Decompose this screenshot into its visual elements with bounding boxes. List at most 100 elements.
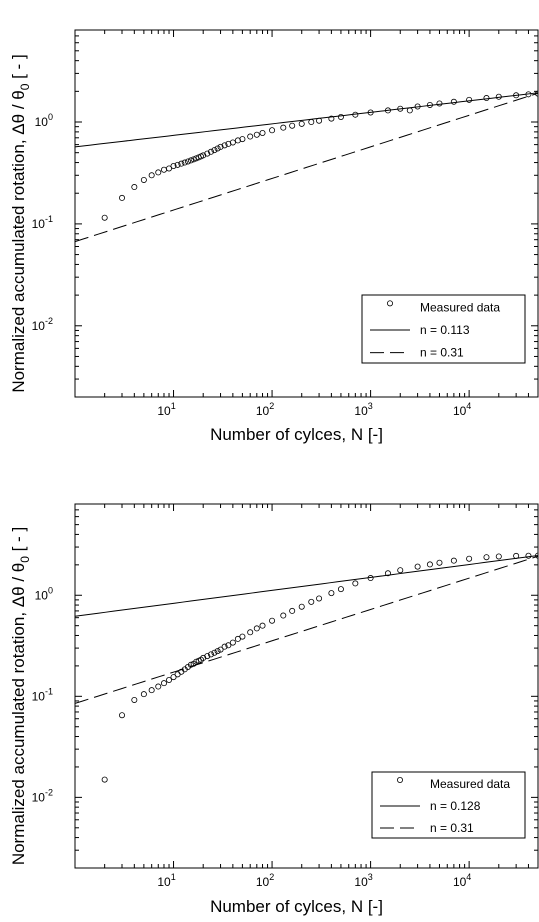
x-axis-label: Number of cylces, N [-]: [210, 897, 383, 916]
data-point: [352, 580, 359, 587]
data-point: [316, 595, 323, 602]
data-point: [217, 143, 224, 150]
y-tick-label: 10-1: [32, 214, 53, 231]
data-point: [436, 100, 443, 107]
fit-line-dashed: [75, 555, 538, 704]
data-point: [211, 649, 218, 656]
data-point: [308, 598, 315, 605]
data-point: [160, 166, 167, 173]
axis-ticks: [74, 29, 539, 398]
y-tick-label: 100: [35, 112, 53, 129]
data-point: [247, 133, 254, 140]
legend-label: n = 0.113: [420, 323, 470, 337]
data-point: [221, 643, 228, 650]
legend-label: n = 0.31: [420, 346, 464, 360]
data-point: [160, 680, 167, 687]
y-axis-label: Normalized accumulated rotation, Δθ / θ0…: [9, 54, 32, 392]
y-tick-label: 10-2: [32, 787, 53, 804]
data-point: [184, 158, 191, 165]
data-point: [466, 96, 473, 103]
data-point: [229, 639, 236, 646]
data-point: [119, 712, 126, 719]
data-point: [483, 95, 490, 102]
data-point: [200, 654, 207, 661]
data-point: [207, 148, 214, 155]
data-point: [225, 642, 232, 649]
fit-line-solid: [75, 92, 538, 148]
data-point: [140, 691, 147, 698]
legend: Measured data n = 0.113 n = 0.31: [361, 294, 526, 364]
data-point: [166, 165, 173, 172]
data-point: [337, 113, 344, 120]
data-point: [239, 633, 246, 640]
data-point: [148, 172, 155, 179]
data-point: [495, 553, 502, 560]
data-point: [211, 147, 218, 154]
data-point: [397, 567, 404, 574]
data-point: [289, 122, 296, 129]
fit-line-dashed: [75, 92, 538, 243]
x-tick-label: 102: [256, 872, 274, 889]
data-point: [131, 696, 138, 703]
data-point: [217, 646, 224, 653]
axis-ticks: [74, 503, 539, 869]
data-point: [466, 555, 473, 562]
data-point: [170, 163, 177, 170]
data-point: [221, 142, 228, 149]
data-point: [178, 160, 185, 167]
legend-marker-icon: [386, 300, 393, 307]
y-tick-label: 10-2: [32, 316, 53, 333]
data-point: [214, 648, 221, 655]
data-point: [384, 570, 391, 577]
data-point: [525, 552, 532, 559]
chart-panel-2: 101 102 103 104 10-2 10-1 100 Number of cylces,…: [9, 503, 539, 916]
data-point: [229, 139, 236, 146]
data-point: [170, 674, 177, 681]
series-measured-data: [101, 90, 538, 221]
data-point: [259, 130, 266, 137]
data-point: [259, 622, 266, 629]
data-point: [131, 184, 138, 191]
data-point: [280, 124, 287, 131]
data-point: [450, 98, 457, 105]
data-point: [174, 161, 181, 168]
legend-box: [361, 294, 526, 364]
data-point: [483, 554, 490, 561]
data-point: [337, 586, 344, 593]
x-tick-label: 101: [157, 401, 175, 418]
data-point: [204, 653, 211, 660]
legend-box: [371, 771, 526, 839]
y-tick-label: 10-1: [32, 686, 53, 703]
data-point: [298, 120, 305, 127]
legend-label: Measured data: [430, 777, 510, 791]
data-point: [269, 617, 276, 624]
data-point: [253, 131, 260, 138]
data-point: [204, 150, 211, 157]
data-point: [155, 169, 162, 176]
x-tick-label: 103: [354, 401, 372, 418]
y-axis-label: Normalized accumulated rotation, Δθ / θ0…: [9, 527, 32, 865]
x-tick-label: 101: [157, 872, 175, 889]
data-point: [140, 176, 147, 183]
data-point: [414, 563, 421, 570]
data-point: [308, 119, 315, 126]
data-point: [101, 214, 108, 221]
legend-label: n = 0.128: [430, 799, 481, 813]
data-point: [436, 559, 443, 566]
x-tick-label: 102: [256, 401, 274, 418]
data-point: [181, 159, 188, 166]
legend-marker-icon: [396, 777, 403, 784]
plot-frame: [74, 503, 539, 869]
data-point: [298, 603, 305, 610]
plot-frame: [74, 29, 539, 398]
data-point: [214, 145, 221, 152]
plot-area: [75, 552, 538, 783]
data-point: [269, 127, 276, 134]
data-point: [426, 561, 433, 568]
data-point: [148, 687, 155, 694]
data-point: [450, 557, 457, 564]
data-point: [101, 776, 108, 783]
plot-area: [75, 90, 538, 243]
data-point: [187, 157, 194, 164]
